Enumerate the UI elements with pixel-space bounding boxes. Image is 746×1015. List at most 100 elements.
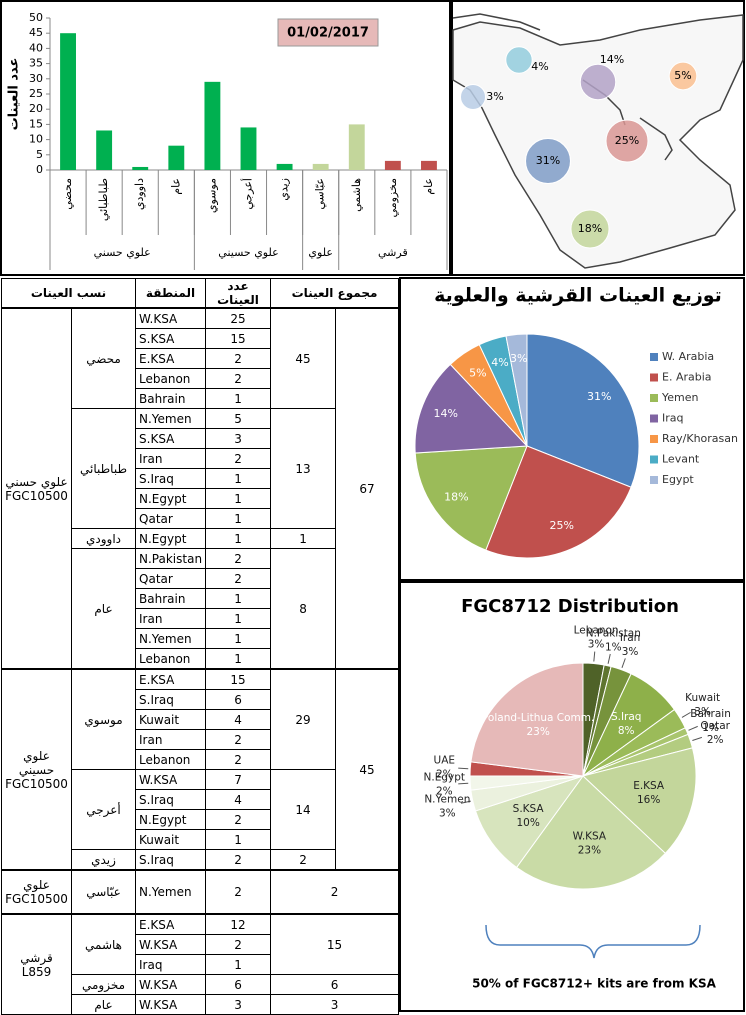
region: W.KSA <box>135 307 207 329</box>
slice-label: 1% <box>605 641 622 653</box>
bar <box>132 166 149 170</box>
count: 2 <box>205 809 272 830</box>
y-tick-label: 20 <box>29 102 43 115</box>
slice-label: 31% <box>587 390 611 403</box>
gulf-line <box>639 117 673 161</box>
x-tick-label: داوودي <box>133 178 146 210</box>
leader-line <box>688 725 698 731</box>
count: 1 <box>205 628 272 649</box>
bar <box>240 127 257 170</box>
family: هاشمي <box>70 913 137 975</box>
count: 1 <box>205 829 272 850</box>
family: أعرجي <box>70 769 137 850</box>
leader-line <box>460 800 471 804</box>
bar <box>204 81 221 170</box>
count: 7 <box>205 769 272 790</box>
legend-label: Egypt <box>662 473 694 486</box>
bubble-label: 25% <box>615 134 639 147</box>
slice-label: 3% <box>622 646 639 658</box>
slice-label: 1% <box>702 722 719 734</box>
region: S.Iraq <box>135 789 207 810</box>
count: 1 <box>205 488 272 509</box>
region: W.KSA <box>135 994 207 1015</box>
pie-slice <box>505 333 528 447</box>
region: Kuwait <box>135 829 207 850</box>
slice-name: N.Yemen <box>424 793 470 805</box>
group-label: علوي حسيني <box>218 246 278 259</box>
count: 2 <box>205 869 272 915</box>
bar <box>96 130 113 170</box>
region: Kuwait <box>135 709 207 730</box>
region: Iran <box>135 448 207 469</box>
table-row: Bahrain 1 <box>2 388 399 409</box>
leader-line <box>681 711 691 718</box>
family: مخزومي <box>70 974 137 995</box>
pie-slice <box>581 747 697 855</box>
bar <box>168 145 185 170</box>
y-tick-label: 15 <box>29 117 43 130</box>
count: 15 <box>205 328 272 349</box>
group-label: قرشي <box>378 246 408 259</box>
slice-label: 3% <box>694 706 711 718</box>
slice-label: 3% <box>510 352 527 365</box>
region: Iran <box>135 729 207 750</box>
family: محضي <box>70 307 137 409</box>
table-row: Bahrain 1 <box>2 588 399 609</box>
y-tick-label: 25 <box>29 87 43 100</box>
legend-label: E. Arabia <box>662 371 712 384</box>
table-row: طباطبائي N.Yemen 5 13 <box>2 408 399 529</box>
bubble <box>605 119 649 163</box>
subtotal: 29 <box>270 668 337 770</box>
count: 1 <box>205 508 272 529</box>
slice-name: Bahrain <box>690 708 731 720</box>
region: S.KSA <box>135 428 207 449</box>
region: N.Egypt <box>135 488 207 509</box>
x-tick-label: عام <box>169 178 182 195</box>
slice-label: 2% <box>436 768 453 780</box>
header-row: نسب العينات المنطقة عدد العينات مجموع ال… <box>0 278 400 309</box>
bar <box>276 163 293 170</box>
date-label: 01/02/2017 <box>287 26 369 41</box>
slice-label: 2% <box>436 786 453 798</box>
x-tick-label: عبّاسي <box>314 178 327 210</box>
family: زيدي <box>70 849 137 871</box>
subtotal: 15 <box>270 913 400 975</box>
slice-name: Iran <box>620 632 641 644</box>
region: N.Egypt <box>135 809 207 830</box>
table-row: مخزومي W.KSA 6 6 <box>2 974 400 995</box>
slice-name: E.KSA <box>633 780 665 792</box>
count: 1 <box>205 528 272 549</box>
bubble <box>525 138 571 184</box>
count: 2 <box>205 448 272 469</box>
bubble <box>505 46 533 74</box>
pie1-title: توزيع العينات القرشية والعلوية <box>434 285 722 307</box>
pie-slice <box>474 775 585 869</box>
pie-slice <box>414 445 528 551</box>
x-tick-label: هاشمي <box>350 178 363 212</box>
region: W.KSA <box>135 769 207 790</box>
samples-table: نسب العينات المنطقة عدد العينات مجموع ال… <box>0 278 400 1015</box>
y-tick-label: 0 <box>36 163 43 176</box>
slice-name: Poland-Lithua Comm. <box>482 712 594 724</box>
family: عام <box>70 548 137 670</box>
region: W.KSA <box>135 934 207 955</box>
slice-name: N.Pakistan <box>586 627 641 639</box>
table-row: Kuwait 1 <box>2 829 399 850</box>
subtotal: 14 <box>270 769 337 850</box>
bar <box>60 33 76 171</box>
bubble-label: 14% <box>600 53 624 66</box>
subtotal: 1 <box>270 528 337 549</box>
count: 4 <box>205 789 272 810</box>
lineage: قرشي L859 <box>1 913 72 1015</box>
bracket <box>485 924 701 959</box>
subtotal: 3 <box>270 994 400 1015</box>
region: Iraq <box>135 954 207 975</box>
lineage: علوي FGC10500 <box>1 869 72 915</box>
header-cell: المنطقة <box>135 278 207 309</box>
leader-line <box>692 736 703 741</box>
family: عام <box>70 994 137 1015</box>
leader-line <box>621 658 626 668</box>
table-row: Lebanon 2 <box>2 749 399 770</box>
table-row: أعرجي W.KSA 7 14 <box>2 769 399 850</box>
region: N.Egypt <box>135 528 207 549</box>
